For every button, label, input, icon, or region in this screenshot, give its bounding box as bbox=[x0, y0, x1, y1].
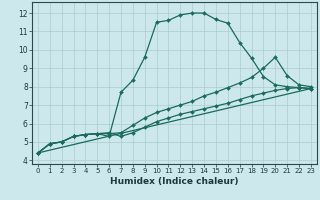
X-axis label: Humidex (Indice chaleur): Humidex (Indice chaleur) bbox=[110, 177, 239, 186]
